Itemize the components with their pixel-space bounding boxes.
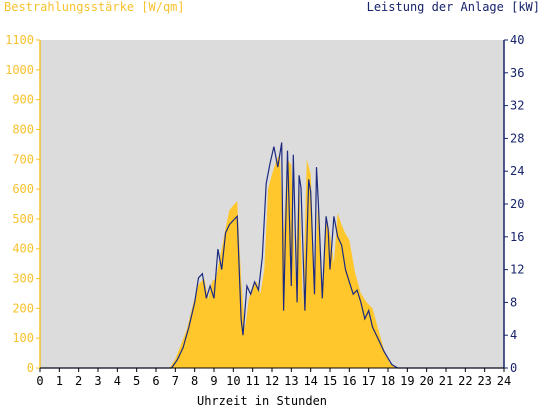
ticks-layer: 0100200300400500600700800900100011000481…	[5, 33, 524, 388]
series-layer	[40, 142, 504, 369]
left-tick-label: 1000	[5, 63, 34, 77]
right-tick-label: 36	[510, 66, 524, 80]
x-tick-label: 21	[439, 374, 453, 388]
x-tick-label: 17	[361, 374, 375, 388]
x-tick-label: 13	[284, 374, 298, 388]
right-tick-label: 32	[510, 99, 524, 113]
x-tick-label: 0	[36, 374, 43, 388]
x-tick-label: 1	[56, 374, 63, 388]
x-tick-label: 7	[172, 374, 179, 388]
x-tick-label: 22	[458, 374, 472, 388]
right-tick-label: 28	[510, 131, 524, 145]
right-tick-label: 8	[510, 295, 517, 309]
series-irradiance-area	[40, 153, 504, 368]
left-tick-label: 0	[27, 361, 34, 375]
x-tick-label: 6	[152, 374, 159, 388]
x-axis-title: Uhrzeit in Stunden	[197, 394, 327, 408]
left-tick-label: 300	[12, 272, 34, 286]
right-tick-label: 24	[510, 164, 524, 178]
x-tick-label: 11	[245, 374, 259, 388]
left-tick-label: 900	[12, 93, 34, 107]
x-tick-label: 14	[303, 374, 317, 388]
right-tick-label: 12	[510, 263, 524, 277]
left-tick-label: 800	[12, 122, 34, 136]
left-tick-label: 500	[12, 212, 34, 226]
left-tick-label: 1100	[5, 33, 34, 47]
x-tick-label: 5	[133, 374, 140, 388]
x-tick-label: 12	[265, 374, 279, 388]
left-tick-label: 400	[12, 242, 34, 256]
x-tick-label: 18	[381, 374, 395, 388]
x-tick-label: 8	[191, 374, 198, 388]
right-axis-title: Leistung der Anlage [kW]	[367, 0, 540, 14]
left-axis-title: Bestrahlungsstärke [W/qm]	[4, 0, 185, 14]
x-tick-label: 19	[400, 374, 414, 388]
right-tick-label: 40	[510, 33, 524, 47]
x-tick-label: 15	[323, 374, 337, 388]
x-tick-label: 16	[342, 374, 356, 388]
x-tick-label: 4	[114, 374, 121, 388]
right-tick-label: 20	[510, 197, 524, 211]
x-tick-label: 2	[75, 374, 82, 388]
series-power-line	[40, 142, 504, 369]
x-tick-label: 3	[94, 374, 101, 388]
x-tick-label: 24	[497, 374, 511, 388]
x-tick-label: 23	[477, 374, 491, 388]
left-tick-label: 100	[12, 331, 34, 345]
x-tick-label: 20	[419, 374, 433, 388]
right-tick-label: 0	[510, 361, 517, 375]
x-tick-label: 10	[226, 374, 240, 388]
right-tick-label: 16	[510, 230, 524, 244]
x-tick-label: 9	[210, 374, 217, 388]
left-tick-label: 200	[12, 301, 34, 315]
left-tick-label: 600	[12, 182, 34, 196]
left-tick-label: 700	[12, 152, 34, 166]
right-tick-label: 4	[510, 328, 517, 342]
